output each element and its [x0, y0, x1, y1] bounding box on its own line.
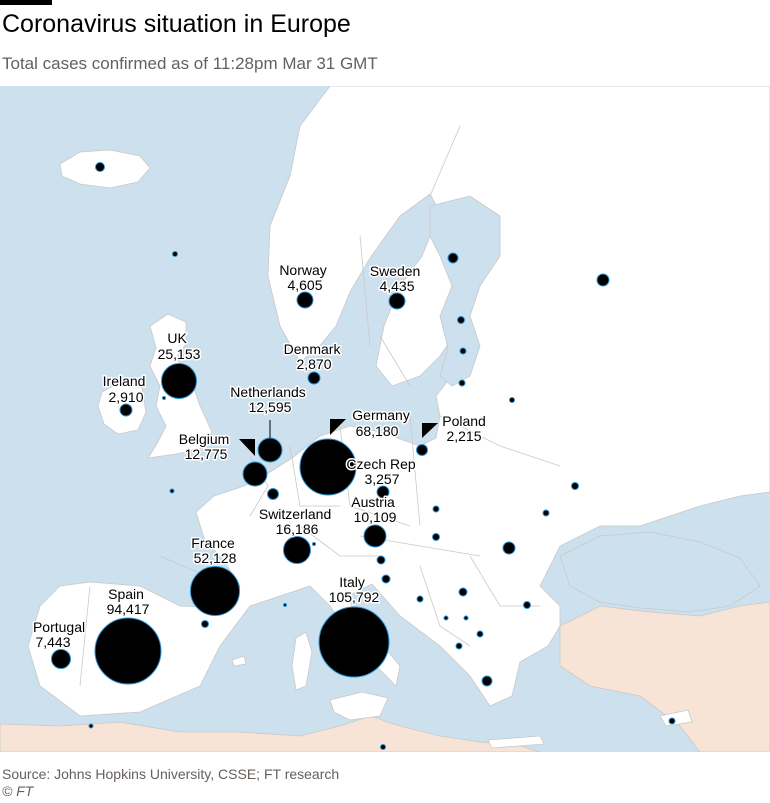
belarus-bubble[interactable]	[509, 397, 515, 403]
slovenia-bubble[interactable]	[376, 555, 386, 565]
faroe-bubble[interactable]	[172, 251, 178, 257]
header-accent-bar	[0, 0, 52, 5]
portugal-bubble[interactable]	[51, 649, 71, 669]
spain-label: Spain 94,417	[107, 586, 150, 617]
bulgaria-bubble[interactable]	[523, 601, 531, 609]
malta-bubble[interactable]	[380, 744, 386, 750]
netherlands-label: Netherlands 12,595	[230, 384, 309, 415]
labeled-bubbles	[51, 291, 428, 685]
label-pointers	[239, 419, 438, 456]
ireland-bubble[interactable]	[119, 403, 133, 417]
liechtenstein-bubble[interactable]	[312, 542, 316, 546]
albania-bubble[interactable]	[455, 642, 463, 650]
croatia-bubble[interactable]	[381, 574, 391, 584]
greece-bubble[interactable]	[481, 675, 493, 687]
iceland-land	[59, 149, 151, 189]
monaco-bubble[interactable]	[283, 603, 287, 607]
slovakia-bubble[interactable]	[432, 505, 440, 513]
europe-map: UK 25,153 Ireland 2,910 Norway 4,605 Swe…	[0, 86, 770, 752]
montenegro-bubble[interactable]	[443, 615, 449, 621]
sardinia-land	[291, 631, 313, 691]
country-labels: UK 25,153 Ireland 2,910 Norway 4,605 Swe…	[31, 261, 489, 652]
belgium-label: Belgium 12,775	[179, 431, 233, 462]
uk-label: UK 25,153	[158, 330, 201, 362]
denmark-bubble[interactable]	[307, 371, 321, 385]
iceland-bubble[interactable]	[95, 162, 105, 172]
credit-note: © FT	[2, 783, 34, 799]
germany-bubble[interactable]	[299, 438, 357, 496]
kosovo-bubble[interactable]	[463, 615, 469, 621]
sweden-bubble[interactable]	[388, 292, 406, 310]
lithuania-bubble[interactable]	[458, 379, 466, 387]
russia-bubble[interactable]	[596, 273, 610, 287]
italy-bubble[interactable]	[318, 606, 390, 678]
spain-bubble[interactable]	[94, 617, 162, 685]
serbia-bubble[interactable]	[458, 587, 468, 597]
ukraine-bubble[interactable]	[571, 482, 579, 490]
black-sea	[559, 531, 761, 613]
switzerland-label: Switzerland 16,186	[259, 506, 335, 537]
poland-bubble[interactable]	[416, 444, 428, 456]
czech-bubble[interactable]	[376, 485, 390, 499]
isle-of-man-bubble[interactable]	[162, 396, 166, 400]
bosnia-bubble[interactable]	[416, 595, 424, 603]
andorra-bubble[interactable]	[201, 620, 209, 628]
switzerland-bubble[interactable]	[283, 536, 311, 564]
sicily-land	[329, 691, 389, 721]
luxembourg-bubble[interactable]	[267, 488, 279, 500]
chart-title: Coronavirus situation in Europe	[2, 10, 351, 38]
norway-label: Norway 4,605	[279, 262, 330, 293]
belgium-bubble[interactable]	[242, 461, 268, 487]
source-note: Source: Johns Hopkins University, CSSE; …	[2, 766, 340, 782]
mallorca-land	[231, 655, 247, 667]
czech-label: Czech Rep 3,257	[346, 456, 419, 487]
belgium-pointer	[239, 439, 255, 456]
hungary-bubble[interactable]	[432, 533, 440, 541]
jersey-bubble[interactable]	[169, 488, 175, 494]
romania-bubble[interactable]	[502, 541, 516, 555]
sweden-label: Sweden 4,435	[370, 263, 424, 294]
uk-bubble[interactable]	[161, 363, 197, 399]
austria-label: Austria 10,109	[351, 494, 398, 525]
netherlands-bubble[interactable]	[257, 437, 283, 463]
finland-bubble[interactable]	[447, 252, 459, 264]
germany-pointer	[330, 419, 346, 435]
unlabeled-bubbles	[88, 162, 676, 750]
poland-label: Poland 2,215	[442, 413, 489, 444]
austria-bubble[interactable]	[363, 524, 387, 548]
crete-land	[487, 735, 545, 749]
france-label: France 52,128	[191, 535, 238, 566]
italy-label: Italy 105,792	[329, 574, 380, 605]
latvia-bubble[interactable]	[459, 347, 467, 355]
portugal-label: Portugal 7,443	[33, 619, 89, 650]
turkey-land	[559, 601, 770, 752]
germany-label: Germany 68,180	[352, 407, 413, 439]
cyprus-land	[659, 709, 693, 727]
north-macedonia-bubble[interactable]	[476, 630, 484, 638]
chart-subtitle: Total cases confirmed as of 11:28pm Mar …	[2, 54, 378, 73]
france-bubble[interactable]	[190, 566, 240, 616]
denmark-label: Denmark 2,870	[284, 341, 345, 372]
norway-bubble[interactable]	[296, 291, 314, 309]
gibraltar-bubble[interactable]	[88, 723, 94, 729]
cyprus-bubble[interactable]	[668, 717, 676, 725]
estonia-bubble[interactable]	[457, 316, 465, 324]
poland-pointer	[422, 423, 438, 438]
moldova-bubble[interactable]	[542, 509, 550, 517]
ireland-label: Ireland 2,910	[103, 373, 150, 405]
